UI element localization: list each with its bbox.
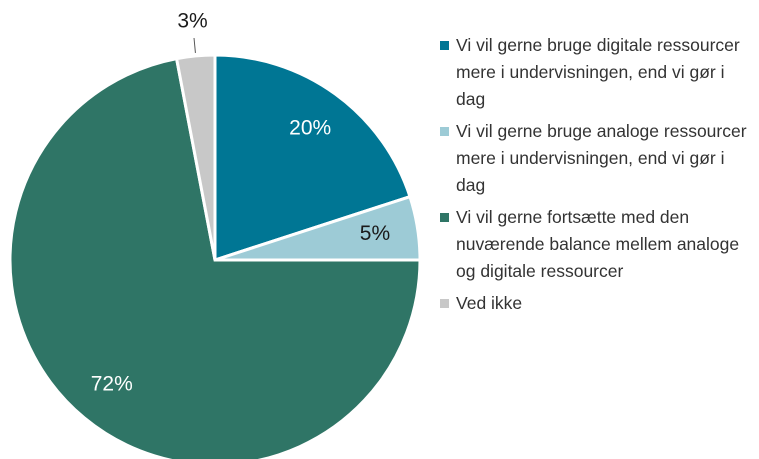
leader-line	[193, 37, 196, 53]
legend-label: Vi vil gerne bruge digitale ressourcer m…	[456, 35, 740, 109]
legend-swatch	[440, 41, 449, 50]
data-label: 20%	[289, 117, 331, 140]
legend-item: Vi vil gerne bruge analoge ressourcer me…	[440, 118, 752, 199]
legend-swatch	[440, 299, 449, 308]
legend-label: Vi vil gerne bruge analoge ressourcer me…	[456, 121, 747, 195]
legend-swatch	[440, 213, 449, 222]
legend-item: Vi vil gerne fortsætte med den nuværende…	[440, 204, 752, 285]
legend-label: Ved ikke	[456, 293, 523, 313]
legend-item: Ved ikke	[440, 290, 752, 317]
legend: Vi vil gerne bruge digitale ressourcer m…	[440, 32, 752, 322]
pie-slice	[8, 56, 422, 459]
legend-swatch	[440, 127, 449, 136]
data-label: 5%	[360, 222, 390, 245]
pie-slice	[174, 53, 217, 261]
legend-label: Vi vil gerne fortsætte med den nuværende…	[456, 207, 740, 281]
data-label: 72%	[91, 372, 133, 395]
data-label: 3%	[177, 10, 207, 33]
legend-item: Vi vil gerne bruge digitale ressourcer m…	[440, 32, 752, 113]
pie-slice	[213, 53, 412, 263]
